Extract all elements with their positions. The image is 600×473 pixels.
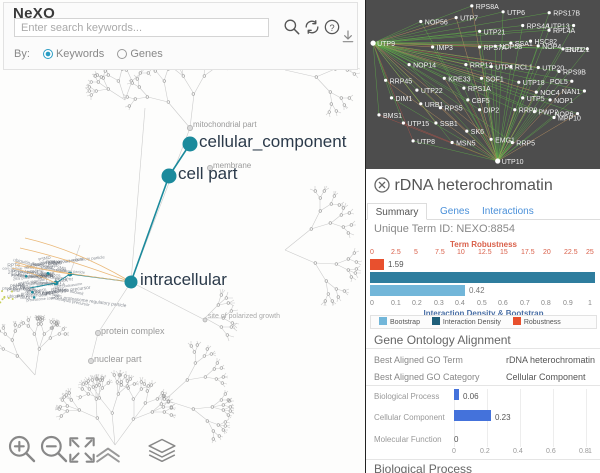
svg-text:RPS5: RPS5: [444, 106, 462, 113]
svg-text:?: ?: [329, 23, 334, 33]
svg-text:UTP10: UTP10: [502, 159, 524, 166]
svg-text:UTP8: UTP8: [417, 139, 435, 146]
svg-text:UTP18: UTP18: [523, 80, 545, 87]
svg-text:RPS9B: RPS9B: [563, 69, 586, 76]
svg-text:NOP1: NOP1: [554, 98, 573, 105]
svg-text:RRP45: RRP45: [390, 78, 413, 85]
svg-text:NOP4: NOP4: [542, 44, 561, 51]
svg-text:NAN1: NAN1: [562, 89, 581, 96]
svg-text:UTP9: UTP9: [377, 41, 395, 48]
svg-text:CBF5: CBF5: [472, 98, 490, 105]
svg-text:UTP13: UTP13: [548, 24, 570, 31]
svg-text:SOF1: SOF1: [486, 76, 504, 83]
svg-text:RRP9: RRP9: [519, 108, 538, 115]
svg-text:UTP5: UTP5: [527, 96, 545, 103]
svg-text:PSMA: PSMA: [16, 294, 32, 302]
svg-text:POL5: POL5: [550, 79, 568, 86]
svg-text:EMG1: EMG1: [495, 137, 515, 144]
svg-text:IMP3: IMP3: [437, 45, 453, 52]
svg-text:UTP7: UTP7: [460, 16, 478, 23]
svg-text:UTP6: UTP6: [507, 10, 525, 17]
svg-text:UTP20: UTP20: [542, 66, 564, 73]
svg-text:NOP14: NOP14: [413, 63, 436, 70]
svg-text:URB1: URB1: [425, 102, 444, 109]
svg-text:DIM1: DIM1: [396, 96, 413, 103]
svg-text:SSB1: SSB1: [440, 121, 458, 128]
svg-text:ENP1: ENP1: [565, 47, 583, 54]
svg-text:RPS4A: RPS4A: [527, 24, 550, 31]
svg-text:DIP2: DIP2: [484, 108, 500, 115]
svg-text:RRP5: RRP5: [516, 141, 535, 148]
svg-text:MSN5: MSN5: [456, 141, 476, 148]
svg-text:SSA1: SSA1: [515, 41, 533, 48]
svg-text:NOP56: NOP56: [425, 20, 448, 27]
svg-text:MPP10: MPP10: [558, 116, 581, 123]
svg-text:KRE33: KRE33: [448, 76, 470, 83]
svg-text:UTP4: UTP4: [495, 65, 513, 72]
svg-text:RCL1: RCL1: [515, 65, 533, 72]
svg-text:RPS1A: RPS1A: [468, 86, 491, 93]
svg-text:UTP21: UTP21: [484, 29, 506, 36]
svg-text:RPS8A: RPS8A: [476, 4, 499, 11]
svg-text:UTP15: UTP15: [407, 121, 429, 128]
svg-text:RRP12: RRP12: [470, 63, 493, 70]
svg-text:SK6: SK6: [471, 129, 484, 136]
svg-text:BMS1: BMS1: [383, 113, 402, 120]
svg-text:UTP22: UTP22: [421, 88, 443, 95]
svg-text:RPS17B: RPS17B: [553, 11, 580, 18]
